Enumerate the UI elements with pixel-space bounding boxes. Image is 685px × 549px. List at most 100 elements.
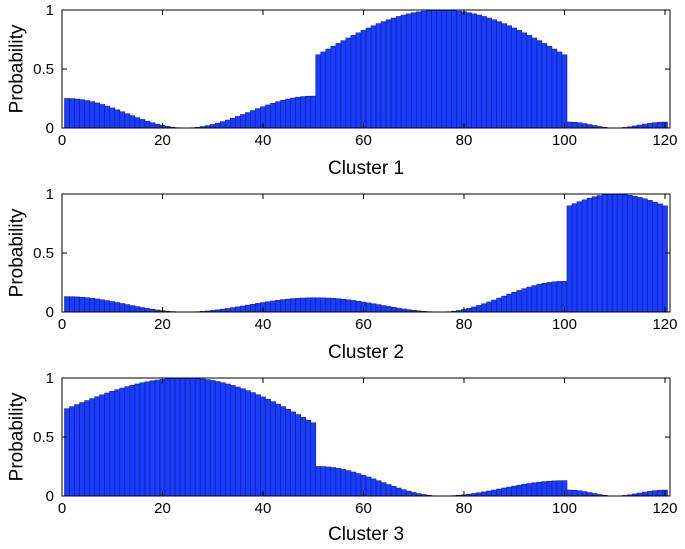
bar <box>652 201 658 313</box>
bar <box>69 296 75 313</box>
bar <box>481 16 487 129</box>
bar <box>541 282 548 313</box>
bar <box>576 490 583 497</box>
bar <box>149 380 156 497</box>
x-tick-label: 120 <box>652 132 677 149</box>
bar <box>350 300 357 313</box>
x-tick-label: 40 <box>255 500 272 517</box>
bar <box>596 195 603 313</box>
bar <box>139 307 146 313</box>
bar <box>89 101 95 129</box>
bar <box>104 105 111 129</box>
bar <box>69 98 75 129</box>
bar <box>119 387 126 497</box>
bar <box>586 492 593 497</box>
bar <box>531 37 538 129</box>
x-tick-label: 60 <box>355 316 372 333</box>
bar <box>370 25 377 129</box>
bar <box>310 95 317 129</box>
x-tick-label: 80 <box>456 132 473 149</box>
bar <box>657 489 663 497</box>
bar <box>436 9 442 129</box>
bar <box>501 295 507 313</box>
bar <box>109 391 116 497</box>
bar <box>456 10 462 129</box>
bar <box>325 466 332 497</box>
bar <box>491 489 497 497</box>
bar <box>134 117 141 129</box>
bar <box>225 308 231 313</box>
bar <box>621 194 628 313</box>
bar <box>496 21 502 129</box>
bar <box>315 466 322 497</box>
bar <box>74 404 80 497</box>
bar <box>642 198 648 313</box>
bar <box>290 411 296 497</box>
bar <box>355 300 362 313</box>
bar <box>561 54 568 129</box>
bar <box>104 392 111 497</box>
bar <box>496 297 502 313</box>
bar <box>375 304 382 313</box>
bar <box>516 290 523 313</box>
bar <box>496 488 502 497</box>
x-tick-label: 60 <box>355 132 372 149</box>
bar <box>400 489 407 497</box>
bar <box>390 486 397 497</box>
bar <box>214 122 221 129</box>
bar <box>310 422 317 497</box>
bar <box>405 13 412 129</box>
bar <box>139 382 146 497</box>
bar <box>335 298 342 313</box>
bar <box>380 21 387 129</box>
bar <box>250 110 256 129</box>
bar <box>471 13 477 129</box>
bar <box>340 298 347 313</box>
bar <box>74 98 80 129</box>
bar <box>506 25 513 129</box>
bar <box>385 306 392 313</box>
bar <box>576 122 583 129</box>
bar <box>64 408 70 497</box>
chart-panel-3: 0 20 40 60 80 100 120 0 0.5 1 Cluster 3 Probability <box>7 370 678 545</box>
bar <box>506 486 513 497</box>
bar <box>531 285 538 313</box>
bar <box>516 30 523 129</box>
bar <box>79 99 85 129</box>
bar <box>405 490 412 497</box>
bar <box>305 297 312 313</box>
bar <box>657 203 663 313</box>
bar <box>546 282 553 313</box>
bar <box>270 300 276 313</box>
bar <box>94 298 100 313</box>
bar <box>270 401 276 497</box>
bar <box>325 297 332 313</box>
bar <box>481 491 487 497</box>
y-tick-label: 0.5 <box>33 245 54 262</box>
x-tick-label: 60 <box>355 500 372 517</box>
bar <box>647 200 653 313</box>
y-tick-label: 0 <box>46 120 54 137</box>
bar <box>204 379 211 497</box>
bar <box>159 379 166 497</box>
bar <box>420 10 427 129</box>
bar <box>526 286 533 313</box>
bar <box>410 492 417 497</box>
bar <box>255 303 261 313</box>
x-tick-label: 20 <box>154 316 171 333</box>
bar <box>64 98 70 129</box>
bar <box>581 199 588 313</box>
bar <box>209 124 216 129</box>
bar <box>606 193 613 313</box>
bar <box>395 307 402 313</box>
bar <box>225 119 231 129</box>
bar <box>209 380 216 497</box>
bar <box>546 45 553 129</box>
y-tick-label: 1 <box>46 186 54 203</box>
x-tick-label: 100 <box>552 132 577 149</box>
bar <box>486 301 492 313</box>
bar <box>486 490 492 497</box>
chart-panel-2: 0 20 40 60 80 100 120 0 0.5 1 Cluster 2 Probability <box>7 186 678 363</box>
bar <box>104 300 111 313</box>
